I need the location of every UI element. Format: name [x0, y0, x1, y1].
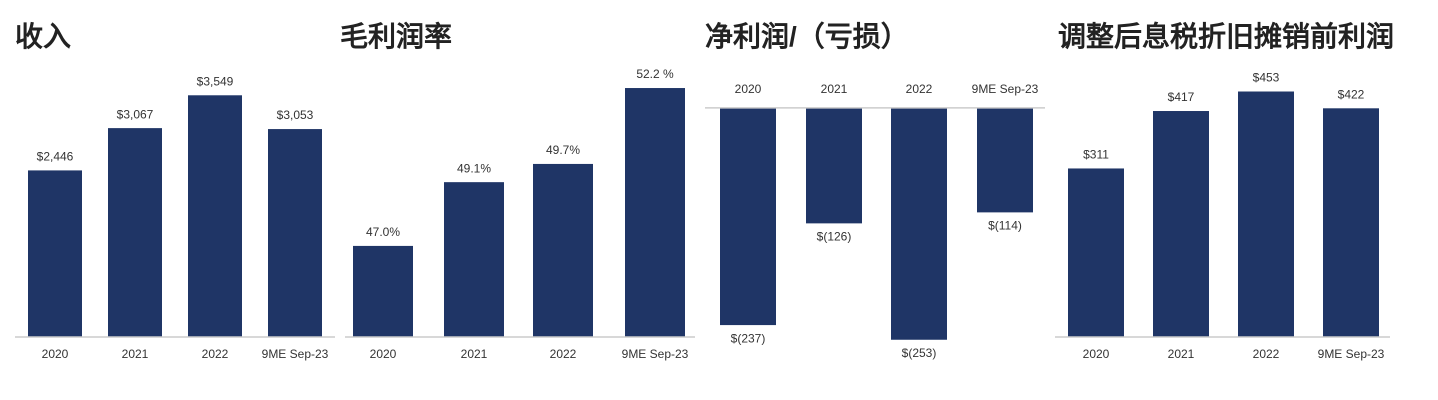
value-label: $(126)	[817, 230, 852, 244]
value-label: 49.1%	[457, 161, 491, 175]
bar	[1323, 108, 1379, 337]
bar	[533, 163, 593, 337]
bar	[268, 129, 322, 337]
value-label: $(253)	[902, 346, 937, 360]
x-tick-label: 2022	[1253, 347, 1280, 361]
x-tick-label: 2020	[42, 347, 69, 361]
x-tick-label: 2020	[370, 347, 397, 361]
bar	[188, 95, 242, 337]
bar	[1068, 168, 1124, 337]
bar	[353, 245, 413, 337]
chart-title: 毛利润率	[340, 20, 452, 52]
x-tick-label: 9ME Sep-23	[262, 347, 329, 361]
x-tick-label: 9ME Sep-23	[622, 347, 689, 361]
x-tick-label: 2021	[461, 347, 488, 361]
chart-title: 调整后息税折旧摊销前利润	[1058, 20, 1394, 52]
value-label: $2,446	[37, 150, 74, 164]
value-label: $417	[1168, 90, 1195, 104]
x-tick-label: 9ME Sep-23	[1318, 347, 1385, 361]
x-tick-label: 2021	[821, 82, 848, 96]
bar	[806, 107, 862, 224]
x-tick-label: 2020	[735, 82, 762, 96]
bar	[977, 107, 1033, 213]
x-tick-label: 2022	[906, 82, 933, 96]
value-label: $(237)	[731, 331, 766, 345]
bar	[720, 107, 776, 326]
x-tick-label: 2022	[550, 347, 577, 361]
value-label: $453	[1253, 71, 1280, 85]
value-label: $3,067	[117, 107, 154, 121]
bar	[625, 88, 685, 337]
chart-title: 收入	[15, 21, 71, 52]
value-label: $(114)	[988, 219, 1022, 233]
value-label: 52.2 %	[636, 67, 674, 81]
value-label: $3,053	[277, 108, 314, 122]
bar	[1238, 91, 1294, 337]
value-label: 49.7%	[546, 143, 580, 157]
value-label: 47.0%	[366, 225, 400, 239]
value-label: $422	[1338, 87, 1365, 101]
x-tick-label: 2021	[122, 347, 149, 361]
value-label: $3,549	[197, 74, 234, 88]
chart-title: 净利润/（亏损）	[705, 20, 909, 52]
x-tick-label: 2022	[202, 347, 229, 361]
bar	[108, 128, 162, 337]
bar	[1153, 111, 1209, 337]
x-tick-label: 2021	[1168, 347, 1195, 361]
bar	[444, 182, 504, 337]
x-tick-label: 9ME Sep-23	[972, 82, 1039, 96]
value-label: $311	[1083, 148, 1109, 162]
bar	[28, 170, 82, 337]
x-tick-label: 2020	[1083, 347, 1110, 361]
bar	[891, 107, 947, 340]
